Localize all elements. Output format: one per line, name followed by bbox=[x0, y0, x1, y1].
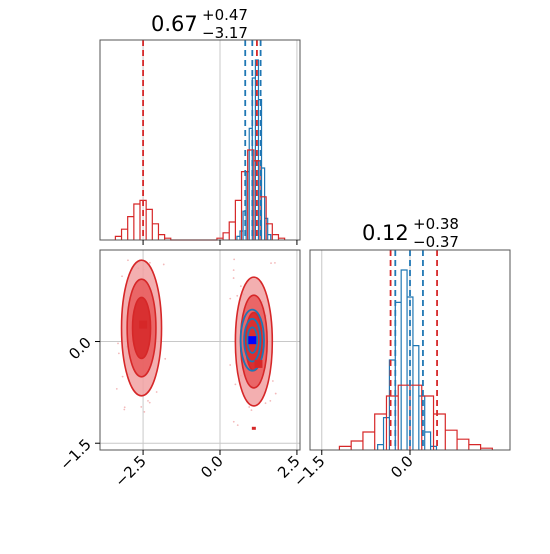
sample-point bbox=[123, 408, 126, 411]
sample-point bbox=[147, 399, 149, 402]
sample-point bbox=[236, 294, 239, 297]
sample-point bbox=[233, 258, 236, 261]
x-tick-label: −2.5 bbox=[111, 452, 149, 490]
sample-point bbox=[155, 391, 158, 393]
sample-point bbox=[121, 275, 123, 278]
title-param-1: 0.67 +0.47 −3.17 bbox=[151, 6, 248, 42]
sample-point bbox=[229, 297, 232, 300]
contour-level-blue bbox=[243, 317, 262, 363]
sample-point bbox=[274, 392, 277, 395]
sample-point bbox=[121, 375, 124, 378]
sample-point bbox=[232, 277, 235, 279]
histogram-bottom-right: −1.5 0.0 bbox=[290, 249, 511, 491]
histogram-series bbox=[338, 384, 493, 450]
sample-point bbox=[164, 357, 167, 360]
title-2-value: 0.12 bbox=[362, 221, 409, 245]
sample-point bbox=[232, 269, 235, 272]
sample-point bbox=[117, 352, 120, 355]
sample-point bbox=[143, 410, 146, 413]
sample-point bbox=[271, 380, 274, 382]
histogram-series bbox=[377, 269, 438, 450]
sample-point bbox=[123, 406, 126, 409]
title-1-upper: +0.47 bbox=[202, 6, 248, 24]
contour-level-blue bbox=[239, 308, 265, 372]
sample-point bbox=[239, 285, 242, 288]
sample-point bbox=[117, 342, 119, 345]
sample-point bbox=[270, 262, 272, 264]
x-tick-label: 0.0 bbox=[197, 452, 227, 482]
sample-point bbox=[234, 383, 237, 386]
axes-frame bbox=[99, 39, 301, 241]
sample-point bbox=[264, 402, 267, 405]
sample-point bbox=[115, 387, 118, 390]
y-tick-label: −1.5 bbox=[56, 435, 94, 473]
histogram-top-left bbox=[99, 39, 301, 245]
title-2-upper: +0.38 bbox=[413, 215, 459, 233]
peak-marker bbox=[139, 320, 148, 329]
contour-level-blue bbox=[246, 326, 259, 354]
sample-point bbox=[232, 420, 235, 423]
sample-point bbox=[140, 406, 143, 408]
title-param-2: 0.12 +0.38 −0.37 bbox=[362, 215, 459, 251]
sample-point bbox=[236, 424, 239, 427]
sample-point bbox=[274, 261, 276, 264]
sample-point bbox=[250, 409, 253, 412]
axes-frame bbox=[99, 249, 301, 451]
peak-marker bbox=[254, 359, 263, 368]
x-tick-label: 0.0 bbox=[387, 452, 417, 482]
histogram-series bbox=[236, 59, 272, 240]
sample-point bbox=[162, 263, 165, 266]
histogram-series bbox=[114, 149, 286, 241]
title-2-lower: −0.37 bbox=[413, 233, 459, 251]
sample-point bbox=[148, 261, 151, 264]
outlier-marker bbox=[251, 426, 256, 430]
peak-marker bbox=[248, 336, 257, 345]
title-1-lower: −3.17 bbox=[202, 24, 248, 42]
sample-point bbox=[269, 399, 272, 402]
y-tick-label: 0.0 bbox=[65, 334, 95, 364]
sample-point bbox=[229, 364, 232, 366]
sample-point bbox=[248, 406, 251, 408]
sample-point bbox=[127, 259, 129, 262]
title-1-value: 0.67 bbox=[151, 12, 198, 36]
sample-point bbox=[148, 401, 151, 404]
contour-bottom-left: −2.5 0.0 2.5−1.50.0 bbox=[56, 249, 304, 491]
